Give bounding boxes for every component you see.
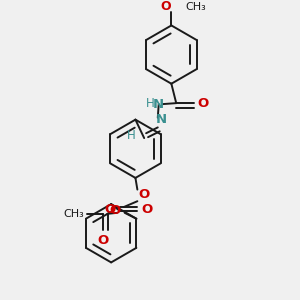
Text: N: N xyxy=(156,113,167,126)
Text: O: O xyxy=(161,1,171,13)
Text: H: H xyxy=(127,129,135,142)
Text: O: O xyxy=(110,204,121,218)
Text: CH₃: CH₃ xyxy=(63,209,84,219)
Text: CH₃: CH₃ xyxy=(185,2,206,12)
Text: O: O xyxy=(198,97,209,110)
Text: H: H xyxy=(146,97,155,110)
Text: O: O xyxy=(141,203,152,217)
Text: N: N xyxy=(153,98,164,111)
Text: O: O xyxy=(138,188,150,201)
Text: O: O xyxy=(105,203,116,217)
Text: O: O xyxy=(98,234,109,247)
